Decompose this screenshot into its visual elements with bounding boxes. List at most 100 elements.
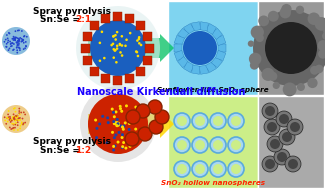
- Circle shape: [76, 6, 160, 90]
- Circle shape: [10, 128, 12, 130]
- Circle shape: [18, 117, 20, 119]
- Circle shape: [5, 46, 7, 48]
- Circle shape: [17, 42, 18, 44]
- Circle shape: [14, 120, 16, 122]
- Circle shape: [101, 30, 103, 33]
- Circle shape: [17, 40, 19, 42]
- Circle shape: [17, 124, 19, 126]
- Circle shape: [6, 34, 8, 36]
- Circle shape: [115, 121, 118, 124]
- Circle shape: [25, 45, 27, 47]
- Circle shape: [18, 39, 20, 41]
- Circle shape: [13, 129, 15, 131]
- Circle shape: [18, 47, 20, 49]
- Bar: [215, 35, 226, 46]
- Circle shape: [10, 119, 12, 121]
- Circle shape: [23, 123, 25, 125]
- Circle shape: [114, 110, 118, 113]
- Circle shape: [6, 117, 8, 119]
- Circle shape: [122, 141, 125, 144]
- Circle shape: [18, 38, 20, 40]
- Circle shape: [264, 119, 280, 135]
- Bar: [90, 21, 99, 30]
- Circle shape: [8, 119, 10, 121]
- Circle shape: [228, 137, 244, 153]
- Circle shape: [253, 10, 325, 86]
- Circle shape: [136, 104, 150, 118]
- Circle shape: [13, 37, 14, 39]
- Bar: [143, 32, 151, 41]
- Circle shape: [268, 72, 277, 81]
- Circle shape: [112, 48, 115, 51]
- Circle shape: [24, 122, 26, 123]
- Circle shape: [136, 55, 139, 57]
- Circle shape: [287, 119, 303, 135]
- Circle shape: [15, 37, 17, 39]
- Circle shape: [6, 46, 7, 48]
- Circle shape: [16, 119, 18, 121]
- Circle shape: [116, 122, 120, 125]
- Circle shape: [19, 114, 21, 115]
- Circle shape: [174, 137, 190, 153]
- Circle shape: [121, 136, 124, 139]
- Circle shape: [6, 117, 8, 119]
- Circle shape: [285, 156, 301, 172]
- Circle shape: [14, 38, 16, 40]
- Circle shape: [7, 114, 9, 115]
- Text: Nanoscale Kirkendall diffusion: Nanoscale Kirkendall diffusion: [77, 87, 245, 97]
- Circle shape: [307, 78, 318, 88]
- Circle shape: [19, 49, 21, 51]
- Circle shape: [115, 61, 118, 64]
- Circle shape: [177, 140, 187, 150]
- Circle shape: [268, 11, 279, 22]
- Bar: [84, 32, 92, 41]
- Circle shape: [265, 106, 275, 116]
- Circle shape: [114, 34, 117, 36]
- Circle shape: [13, 123, 15, 125]
- Circle shape: [192, 161, 208, 177]
- Circle shape: [23, 36, 25, 37]
- Circle shape: [12, 128, 13, 129]
- Circle shape: [297, 83, 305, 91]
- Circle shape: [23, 112, 25, 113]
- Circle shape: [15, 30, 16, 32]
- Circle shape: [111, 108, 114, 111]
- Circle shape: [18, 43, 20, 45]
- Circle shape: [23, 48, 25, 50]
- Circle shape: [192, 137, 208, 153]
- Circle shape: [210, 137, 226, 153]
- Circle shape: [9, 116, 11, 118]
- Circle shape: [119, 51, 122, 54]
- Circle shape: [112, 56, 115, 59]
- Circle shape: [280, 7, 291, 19]
- Circle shape: [14, 119, 16, 121]
- Circle shape: [14, 39, 16, 41]
- Text: Spray pyrolysis: Spray pyrolysis: [33, 137, 111, 146]
- Circle shape: [112, 120, 115, 123]
- Circle shape: [13, 49, 15, 50]
- Circle shape: [9, 118, 11, 120]
- Circle shape: [248, 40, 254, 47]
- Circle shape: [16, 41, 17, 43]
- Bar: [215, 50, 226, 61]
- Circle shape: [255, 34, 264, 42]
- Circle shape: [126, 110, 140, 124]
- Circle shape: [16, 42, 18, 44]
- Circle shape: [177, 116, 187, 126]
- Circle shape: [25, 46, 27, 47]
- Circle shape: [94, 119, 97, 122]
- Circle shape: [112, 149, 115, 152]
- Circle shape: [125, 104, 128, 107]
- Circle shape: [14, 37, 16, 39]
- Circle shape: [12, 49, 14, 51]
- Circle shape: [119, 43, 121, 45]
- Circle shape: [13, 124, 14, 125]
- Circle shape: [213, 116, 223, 126]
- Bar: [211, 28, 223, 40]
- Circle shape: [262, 103, 278, 119]
- Circle shape: [307, 12, 320, 25]
- Circle shape: [14, 119, 16, 121]
- Circle shape: [112, 111, 115, 114]
- Circle shape: [18, 29, 20, 31]
- Circle shape: [17, 119, 18, 121]
